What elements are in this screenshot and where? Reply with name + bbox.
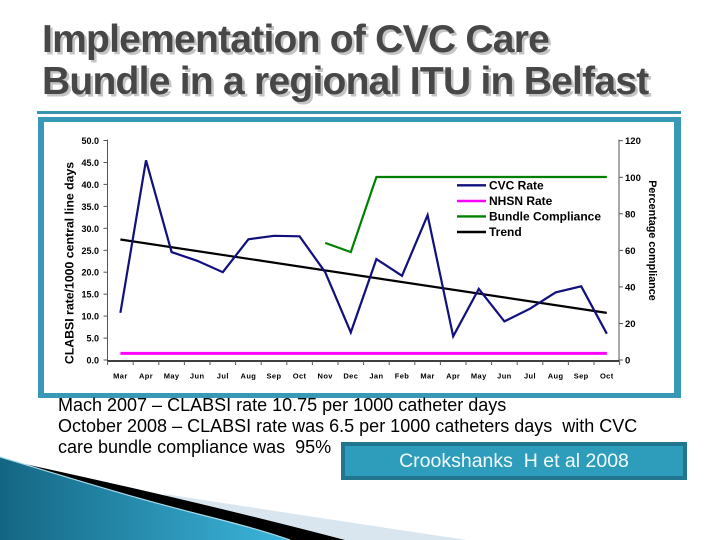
svg-text:Oct: Oct <box>600 372 614 381</box>
svg-text:Jul: Jul <box>524 372 536 381</box>
svg-text:Apr: Apr <box>446 372 460 381</box>
svg-text:Jun: Jun <box>190 372 205 381</box>
svg-text:20: 20 <box>625 319 636 330</box>
svg-text:60: 60 <box>625 246 636 257</box>
svg-text:NHSN Rate: NHSN Rate <box>489 194 553 208</box>
svg-text:0.0: 0.0 <box>86 356 99 366</box>
svg-text:Jun: Jun <box>497 372 512 381</box>
svg-text:Apr: Apr <box>139 372 153 381</box>
svg-text:0: 0 <box>625 356 630 367</box>
svg-text:100: 100 <box>625 173 641 184</box>
svg-text:Aug: Aug <box>241 372 257 381</box>
svg-text:CLABSI rate/1000 central line: CLABSI rate/1000 central line days <box>62 162 76 364</box>
svg-text:Bundle Compliance: Bundle Compliance <box>489 210 601 224</box>
svg-text:15.0: 15.0 <box>81 290 99 300</box>
svg-text:Mar: Mar <box>113 372 128 381</box>
svg-text:40: 40 <box>625 282 636 293</box>
svg-text:May: May <box>164 372 180 381</box>
svg-text:Oct: Oct <box>293 372 307 381</box>
svg-text:25.0: 25.0 <box>81 246 99 256</box>
svg-text:Sep: Sep <box>267 372 282 381</box>
svg-text:Trend: Trend <box>489 225 522 239</box>
svg-text:40.0: 40.0 <box>81 180 99 190</box>
svg-text:Dec: Dec <box>343 372 358 381</box>
svg-text:CVC Rate: CVC Rate <box>489 179 544 193</box>
svg-text:Sep: Sep <box>574 372 589 381</box>
svg-text:Nov: Nov <box>318 372 334 381</box>
svg-text:Percentage compliance: Percentage compliance <box>646 180 658 301</box>
svg-text:Jul: Jul <box>217 372 229 381</box>
svg-text:May: May <box>471 372 487 381</box>
svg-text:50.0: 50.0 <box>81 136 99 146</box>
svg-text:Aug: Aug <box>548 372 564 381</box>
svg-text:30.0: 30.0 <box>81 224 99 234</box>
svg-text:80: 80 <box>625 209 636 220</box>
svg-text:20.0: 20.0 <box>81 268 99 278</box>
svg-text:Feb: Feb <box>395 372 410 381</box>
svg-text:10.0: 10.0 <box>81 312 99 322</box>
svg-text:120: 120 <box>625 136 641 147</box>
svg-text:45.0: 45.0 <box>81 158 99 168</box>
svg-text:35.0: 35.0 <box>81 202 99 212</box>
svg-text:5.0: 5.0 <box>86 334 99 344</box>
svg-text:Mar: Mar <box>420 372 435 381</box>
svg-text:Jan: Jan <box>369 372 383 381</box>
